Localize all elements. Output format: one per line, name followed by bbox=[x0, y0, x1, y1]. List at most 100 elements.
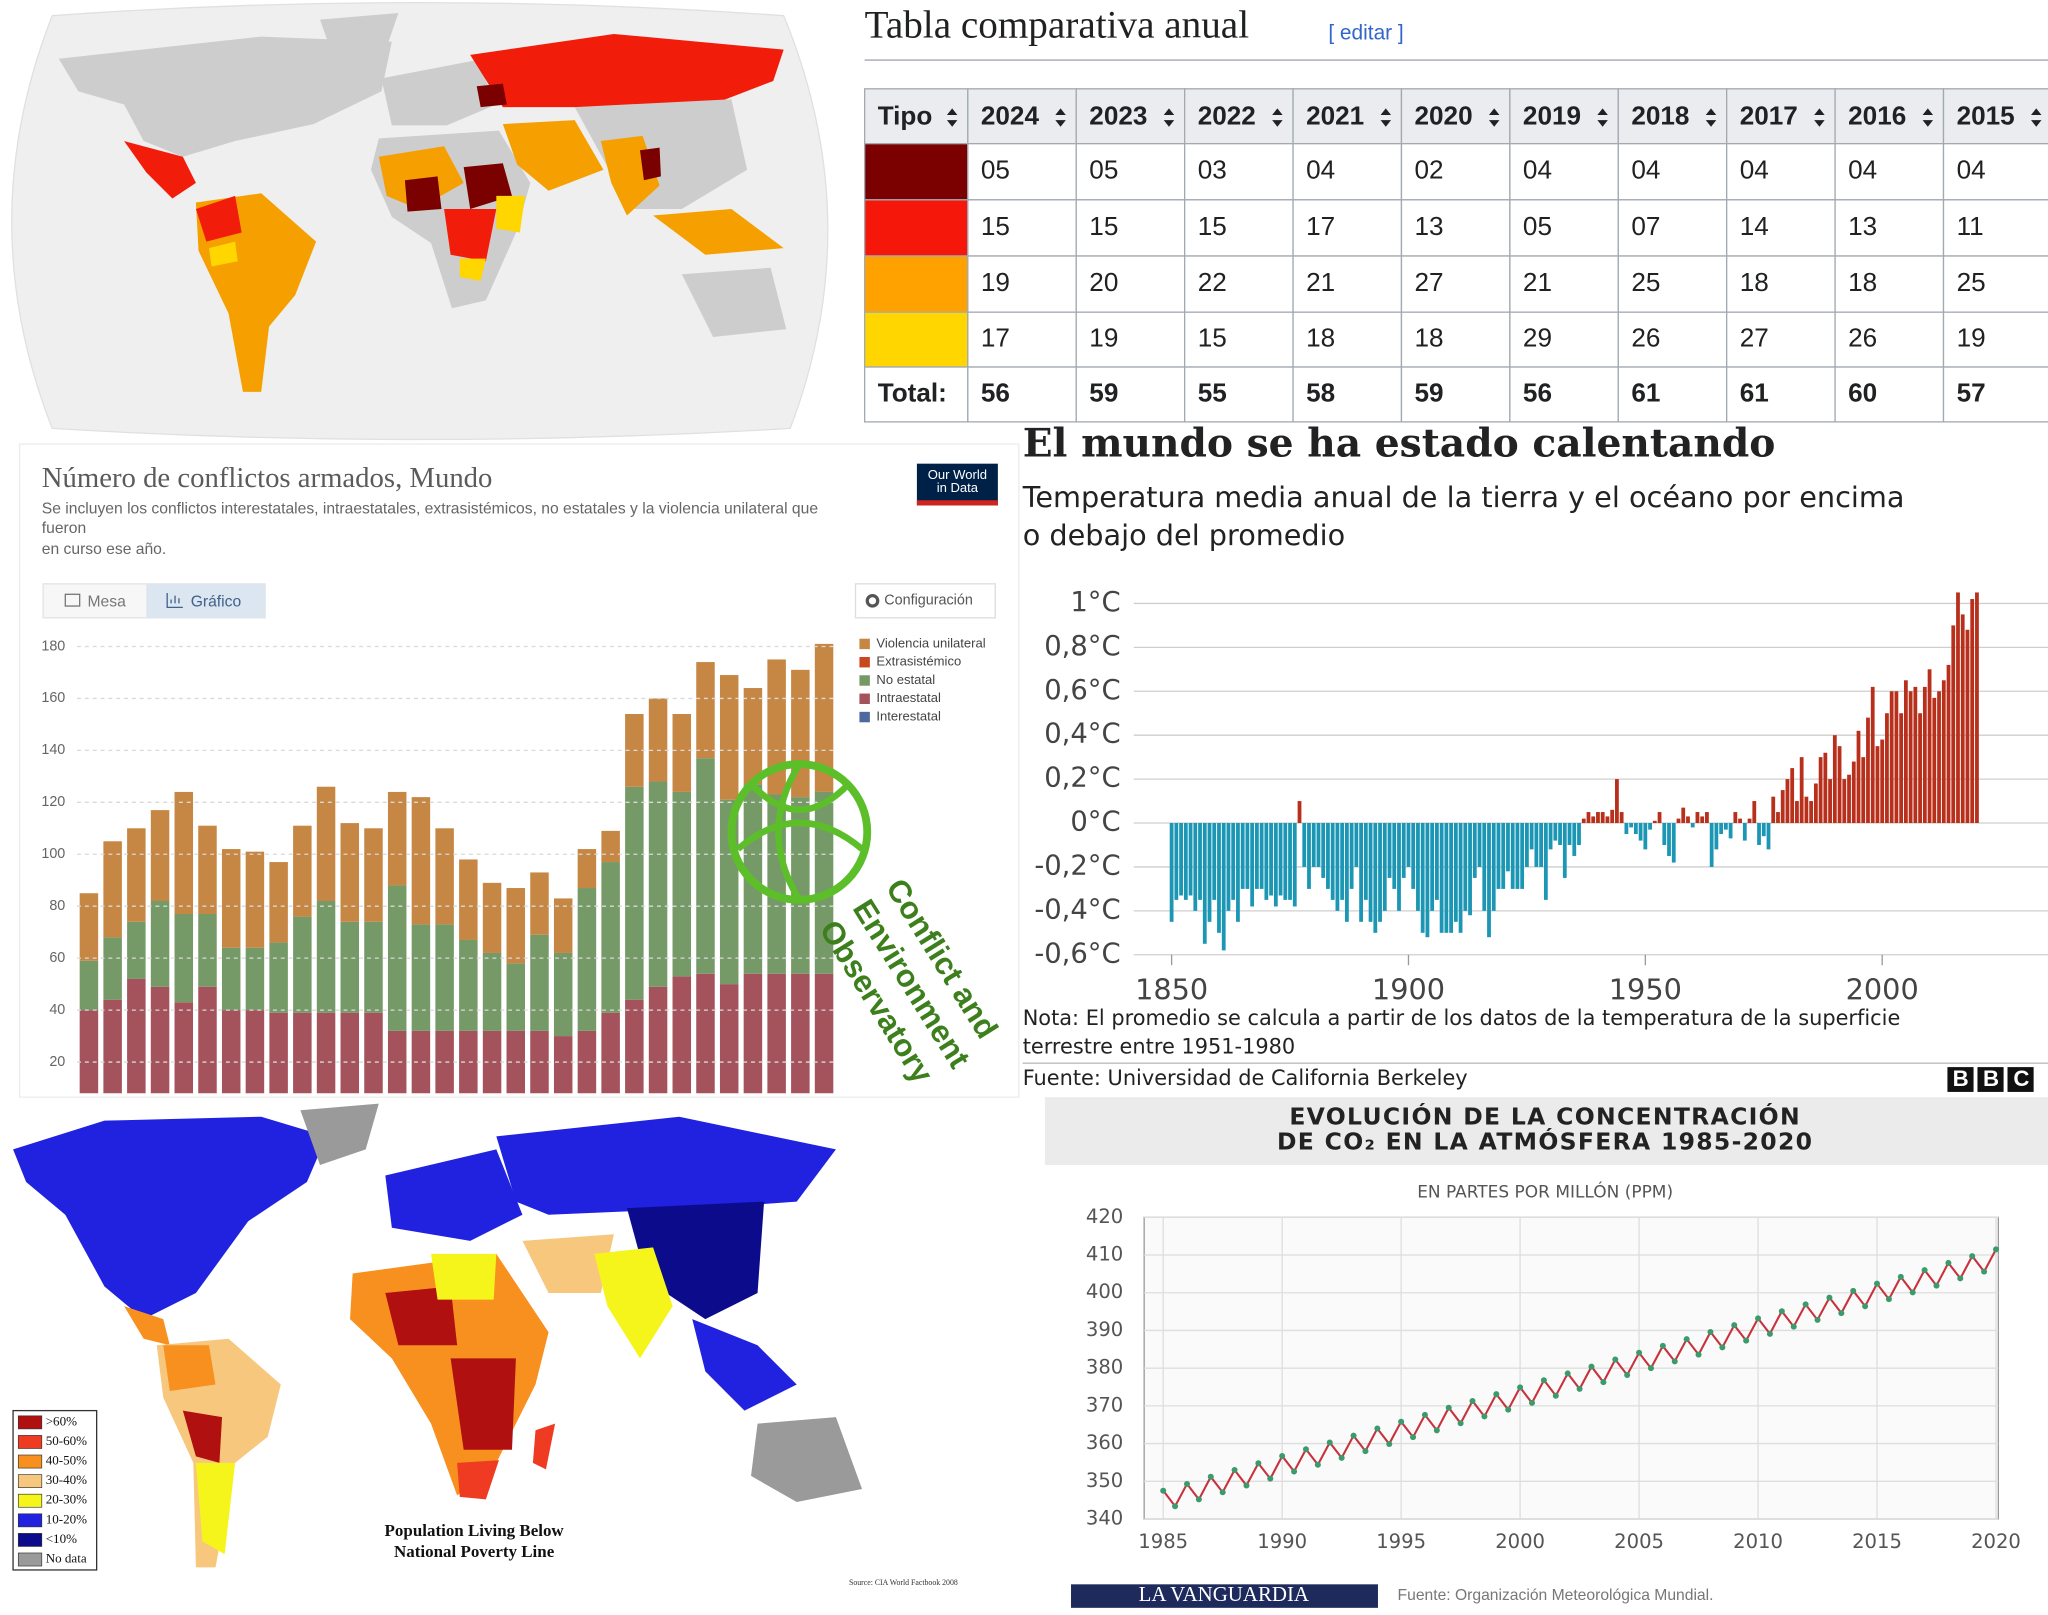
total-label: Total: bbox=[878, 377, 947, 407]
bar bbox=[1861, 757, 1866, 824]
cell-value: 19 bbox=[981, 267, 1010, 297]
southeast-asia bbox=[692, 1319, 797, 1411]
edit-link[interactable]: [ editar ] bbox=[1328, 21, 1403, 44]
header-cell[interactable] bbox=[1075, 88, 1186, 145]
chart-title: Número de conflictos armados, Mundo bbox=[42, 462, 493, 494]
bar bbox=[1818, 757, 1823, 824]
sort-icon bbox=[1272, 108, 1283, 127]
y-tick-label: 160 bbox=[41, 690, 65, 706]
bar bbox=[1539, 823, 1544, 867]
bar bbox=[1728, 823, 1733, 839]
header-cell[interactable] bbox=[1292, 88, 1403, 145]
chart-title: EVOLUCIÓN DE LA CONCENTRACIÓN bbox=[1289, 1103, 1801, 1131]
total-value: 58 bbox=[1306, 377, 1335, 407]
bar bbox=[1273, 823, 1278, 907]
bar bbox=[1657, 812, 1662, 824]
y-tick-label: 410 bbox=[1086, 1243, 1123, 1266]
bar bbox=[1387, 823, 1392, 878]
table-icon bbox=[64, 593, 81, 607]
header-label[interactable]: 2024 bbox=[981, 100, 1040, 130]
chart-subtitle: EN PARTES POR MILLÓN (PPM) bbox=[1417, 1180, 1673, 1202]
bar bbox=[1709, 823, 1714, 867]
header-label[interactable]: 2021 bbox=[1306, 100, 1364, 130]
cell-value: 15 bbox=[1089, 211, 1118, 241]
data-point bbox=[1445, 1404, 1452, 1411]
bar bbox=[1496, 823, 1501, 889]
bar bbox=[1525, 823, 1529, 867]
bar bbox=[1690, 823, 1695, 828]
settings-label[interactable]: Configuración bbox=[884, 593, 973, 609]
logo-box bbox=[1071, 1584, 1378, 1608]
bar bbox=[1245, 823, 1250, 889]
x-tick-label: 2020 bbox=[1971, 1530, 2021, 1553]
bar bbox=[1458, 823, 1463, 933]
bar-segment bbox=[150, 810, 170, 902]
tab[interactable]: Mesa bbox=[88, 593, 127, 610]
bar bbox=[1449, 823, 1454, 933]
header-label[interactable]: 2017 bbox=[1740, 100, 1798, 130]
bar-segment bbox=[364, 921, 383, 1013]
logo-box bbox=[1947, 1067, 1974, 1092]
bar-segment bbox=[791, 1109, 809, 1114]
bar-segment bbox=[269, 1012, 288, 1094]
north-africa bbox=[431, 1253, 497, 1300]
header-cell[interactable] bbox=[1617, 88, 1728, 145]
europe bbox=[381, 60, 497, 126]
bar bbox=[1501, 823, 1506, 889]
bar bbox=[1832, 735, 1837, 824]
tab[interactable]: Gráfico bbox=[191, 593, 242, 610]
header-label[interactable]: 2015 bbox=[1957, 100, 2015, 130]
y-tick-label: 400 bbox=[1086, 1280, 1123, 1303]
logo-box bbox=[2007, 1067, 2034, 1092]
bar bbox=[1937, 691, 1941, 824]
header-label[interactable]: 2019 bbox=[1523, 100, 1581, 130]
data-point bbox=[1826, 1294, 1833, 1301]
cell-value: 15 bbox=[981, 211, 1010, 241]
cell-value: 05 bbox=[1089, 155, 1118, 185]
bar bbox=[1828, 779, 1832, 824]
header-label[interactable]: 2022 bbox=[1198, 100, 1256, 130]
bar-segment bbox=[412, 1111, 430, 1114]
header-cell[interactable] bbox=[967, 88, 1077, 145]
tab-active[interactable] bbox=[146, 583, 266, 618]
bar-segment bbox=[340, 823, 360, 922]
table-cell bbox=[1075, 311, 1186, 368]
cell-value: 04 bbox=[1740, 155, 1769, 185]
bar bbox=[1780, 790, 1785, 824]
bar-segment bbox=[103, 937, 122, 1000]
bar-segment bbox=[743, 688, 763, 785]
header-cell[interactable] bbox=[1726, 88, 1836, 145]
data-point bbox=[1838, 1310, 1845, 1317]
map-source: Source: CIA World Factbook 2008 bbox=[849, 1578, 958, 1587]
bar bbox=[1837, 746, 1842, 824]
bar-segment bbox=[814, 643, 834, 792]
header-label[interactable]: 2023 bbox=[1089, 100, 1147, 130]
bar bbox=[1733, 812, 1738, 824]
bar-segment bbox=[174, 791, 194, 915]
chart-icon bbox=[166, 592, 183, 608]
bar bbox=[1269, 823, 1273, 896]
header-cell[interactable] bbox=[1183, 88, 1294, 145]
bar bbox=[1302, 823, 1307, 867]
bar-segment bbox=[411, 1030, 431, 1094]
header-label[interactable]: 2018 bbox=[1631, 100, 1689, 130]
cell-value: 21 bbox=[1523, 267, 1552, 297]
bar bbox=[1226, 823, 1231, 911]
bar-segment bbox=[364, 828, 383, 922]
bar bbox=[1970, 599, 1975, 824]
bar bbox=[1823, 752, 1828, 824]
bar bbox=[1889, 691, 1894, 824]
cell-value: 27 bbox=[1415, 267, 1444, 297]
header-label[interactable]: Tipo bbox=[878, 100, 933, 130]
header-label[interactable]: 2020 bbox=[1415, 100, 1473, 130]
bar bbox=[1221, 823, 1226, 951]
europe bbox=[385, 1149, 523, 1241]
bar-segment bbox=[696, 758, 715, 974]
australia bbox=[681, 267, 787, 337]
y-tick-label: 20 bbox=[49, 1054, 65, 1070]
header-label[interactable]: 2016 bbox=[1848, 100, 1906, 130]
header-cell[interactable] bbox=[1400, 88, 1511, 145]
bar bbox=[1397, 823, 1401, 911]
bar-segment bbox=[387, 885, 407, 1031]
bar bbox=[1487, 823, 1491, 938]
